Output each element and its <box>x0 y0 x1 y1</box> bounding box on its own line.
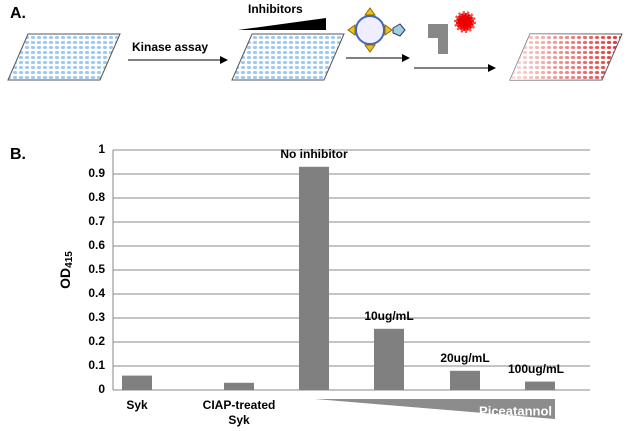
antibody-arrows <box>347 7 393 53</box>
annotation: 20ug/mL <box>440 351 489 365</box>
bar <box>374 328 404 390</box>
y-tick-label: 0.9 <box>88 166 105 180</box>
antigen-icon <box>392 23 406 37</box>
y-tick-label: 0 <box>98 382 105 396</box>
step-label: Kinase assay <box>132 40 208 54</box>
plate <box>231 33 345 81</box>
gradient-wedge <box>315 399 555 419</box>
y-tick-label: 0.4 <box>88 286 105 300</box>
y-tick-label: 0.2 <box>88 334 105 348</box>
y-tick-label: 0.8 <box>88 190 105 204</box>
y-tick-label: 0.7 <box>88 214 105 228</box>
bar <box>450 370 480 390</box>
panel-label: A. <box>10 5 26 22</box>
arrow-head <box>220 56 228 64</box>
arrow-head <box>488 64 496 72</box>
bar <box>122 375 152 390</box>
y-label-main: OD <box>57 268 73 289</box>
signal-icon <box>454 11 476 33</box>
panel-label: B. <box>10 146 26 163</box>
y-tick-label: 1 <box>98 142 105 156</box>
step-label: Inhibitors <box>248 2 303 16</box>
inhibitor-wedge <box>238 18 326 30</box>
bar <box>224 382 254 390</box>
arrow-head <box>402 54 410 62</box>
y-tick-label: 0.5 <box>88 262 105 276</box>
y-tick-label: 0.1 <box>88 358 105 372</box>
antibody-icon <box>355 15 385 45</box>
annotation: 100ug/mL <box>508 362 564 376</box>
plate-fade <box>510 34 622 80</box>
y-tick-label: 0.3 <box>88 310 105 324</box>
x-tick-line: CIAP-treated <box>203 398 276 412</box>
bar <box>299 166 329 390</box>
annotation: No inhibitor <box>280 147 348 161</box>
x-tick-label: Syk <box>126 398 148 412</box>
bar <box>525 381 555 390</box>
x-tick-label: CIAP-treated Syk <box>203 398 276 427</box>
gradient-label: Piceatannol <box>479 403 552 418</box>
annotation: 10ug/mL <box>364 309 413 323</box>
plate <box>7 33 121 81</box>
y-label-sub: 415 <box>64 251 75 268</box>
secondary-icon <box>428 24 448 54</box>
x-tick-line: Syk <box>228 413 250 427</box>
y-tick-label: 0.6 <box>88 238 105 252</box>
y-axis-label: OD415 <box>57 251 75 289</box>
